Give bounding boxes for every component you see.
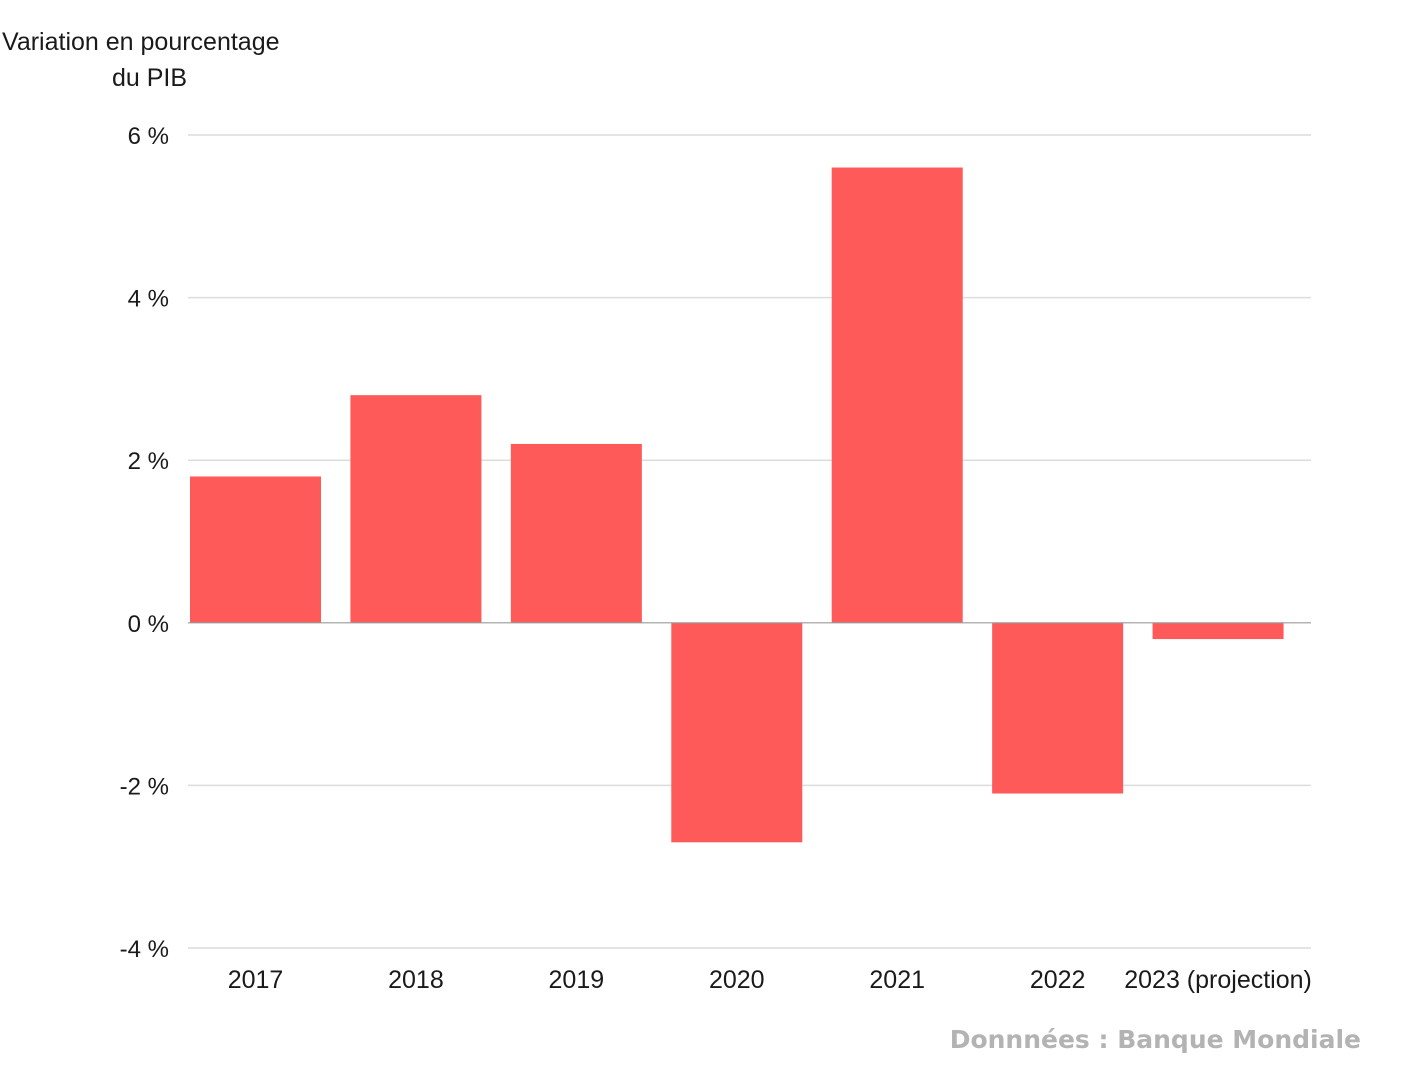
y-tick-label: -2 % (120, 773, 169, 800)
x-tick-label: 2019 (549, 966, 605, 994)
y-tick-label: 6 % (128, 123, 169, 150)
y-tick-label: -4 % (120, 936, 169, 963)
y-axis-title: Variation en pourcentage du PIB (2, 24, 302, 96)
x-tick-label: 2022 (1030, 966, 1086, 994)
x-tick-label: 2023 (projection) (1124, 966, 1312, 994)
bar (992, 622, 1124, 794)
bar (1152, 622, 1284, 640)
x-tick-label: 2017 (228, 966, 284, 994)
bar (190, 476, 321, 623)
x-tick-label: 2020 (709, 966, 765, 994)
y-axis-title-line-2: du PIB (112, 64, 188, 92)
y-axis-title-line-1: Variation en pourcentage (2, 28, 280, 56)
bar (831, 167, 963, 623)
x-tick-label: 2018 (388, 966, 444, 994)
bar (671, 622, 803, 843)
y-tick-label: 0 % (128, 611, 169, 638)
y-tick-label: 4 % (128, 286, 169, 313)
source-note: Donnnées : Banque Mondiale (949, 1025, 1361, 1054)
y-tick-label: 2 % (128, 448, 169, 475)
bar (350, 395, 482, 623)
x-tick-label: 2021 (869, 966, 925, 994)
bar (510, 443, 642, 623)
